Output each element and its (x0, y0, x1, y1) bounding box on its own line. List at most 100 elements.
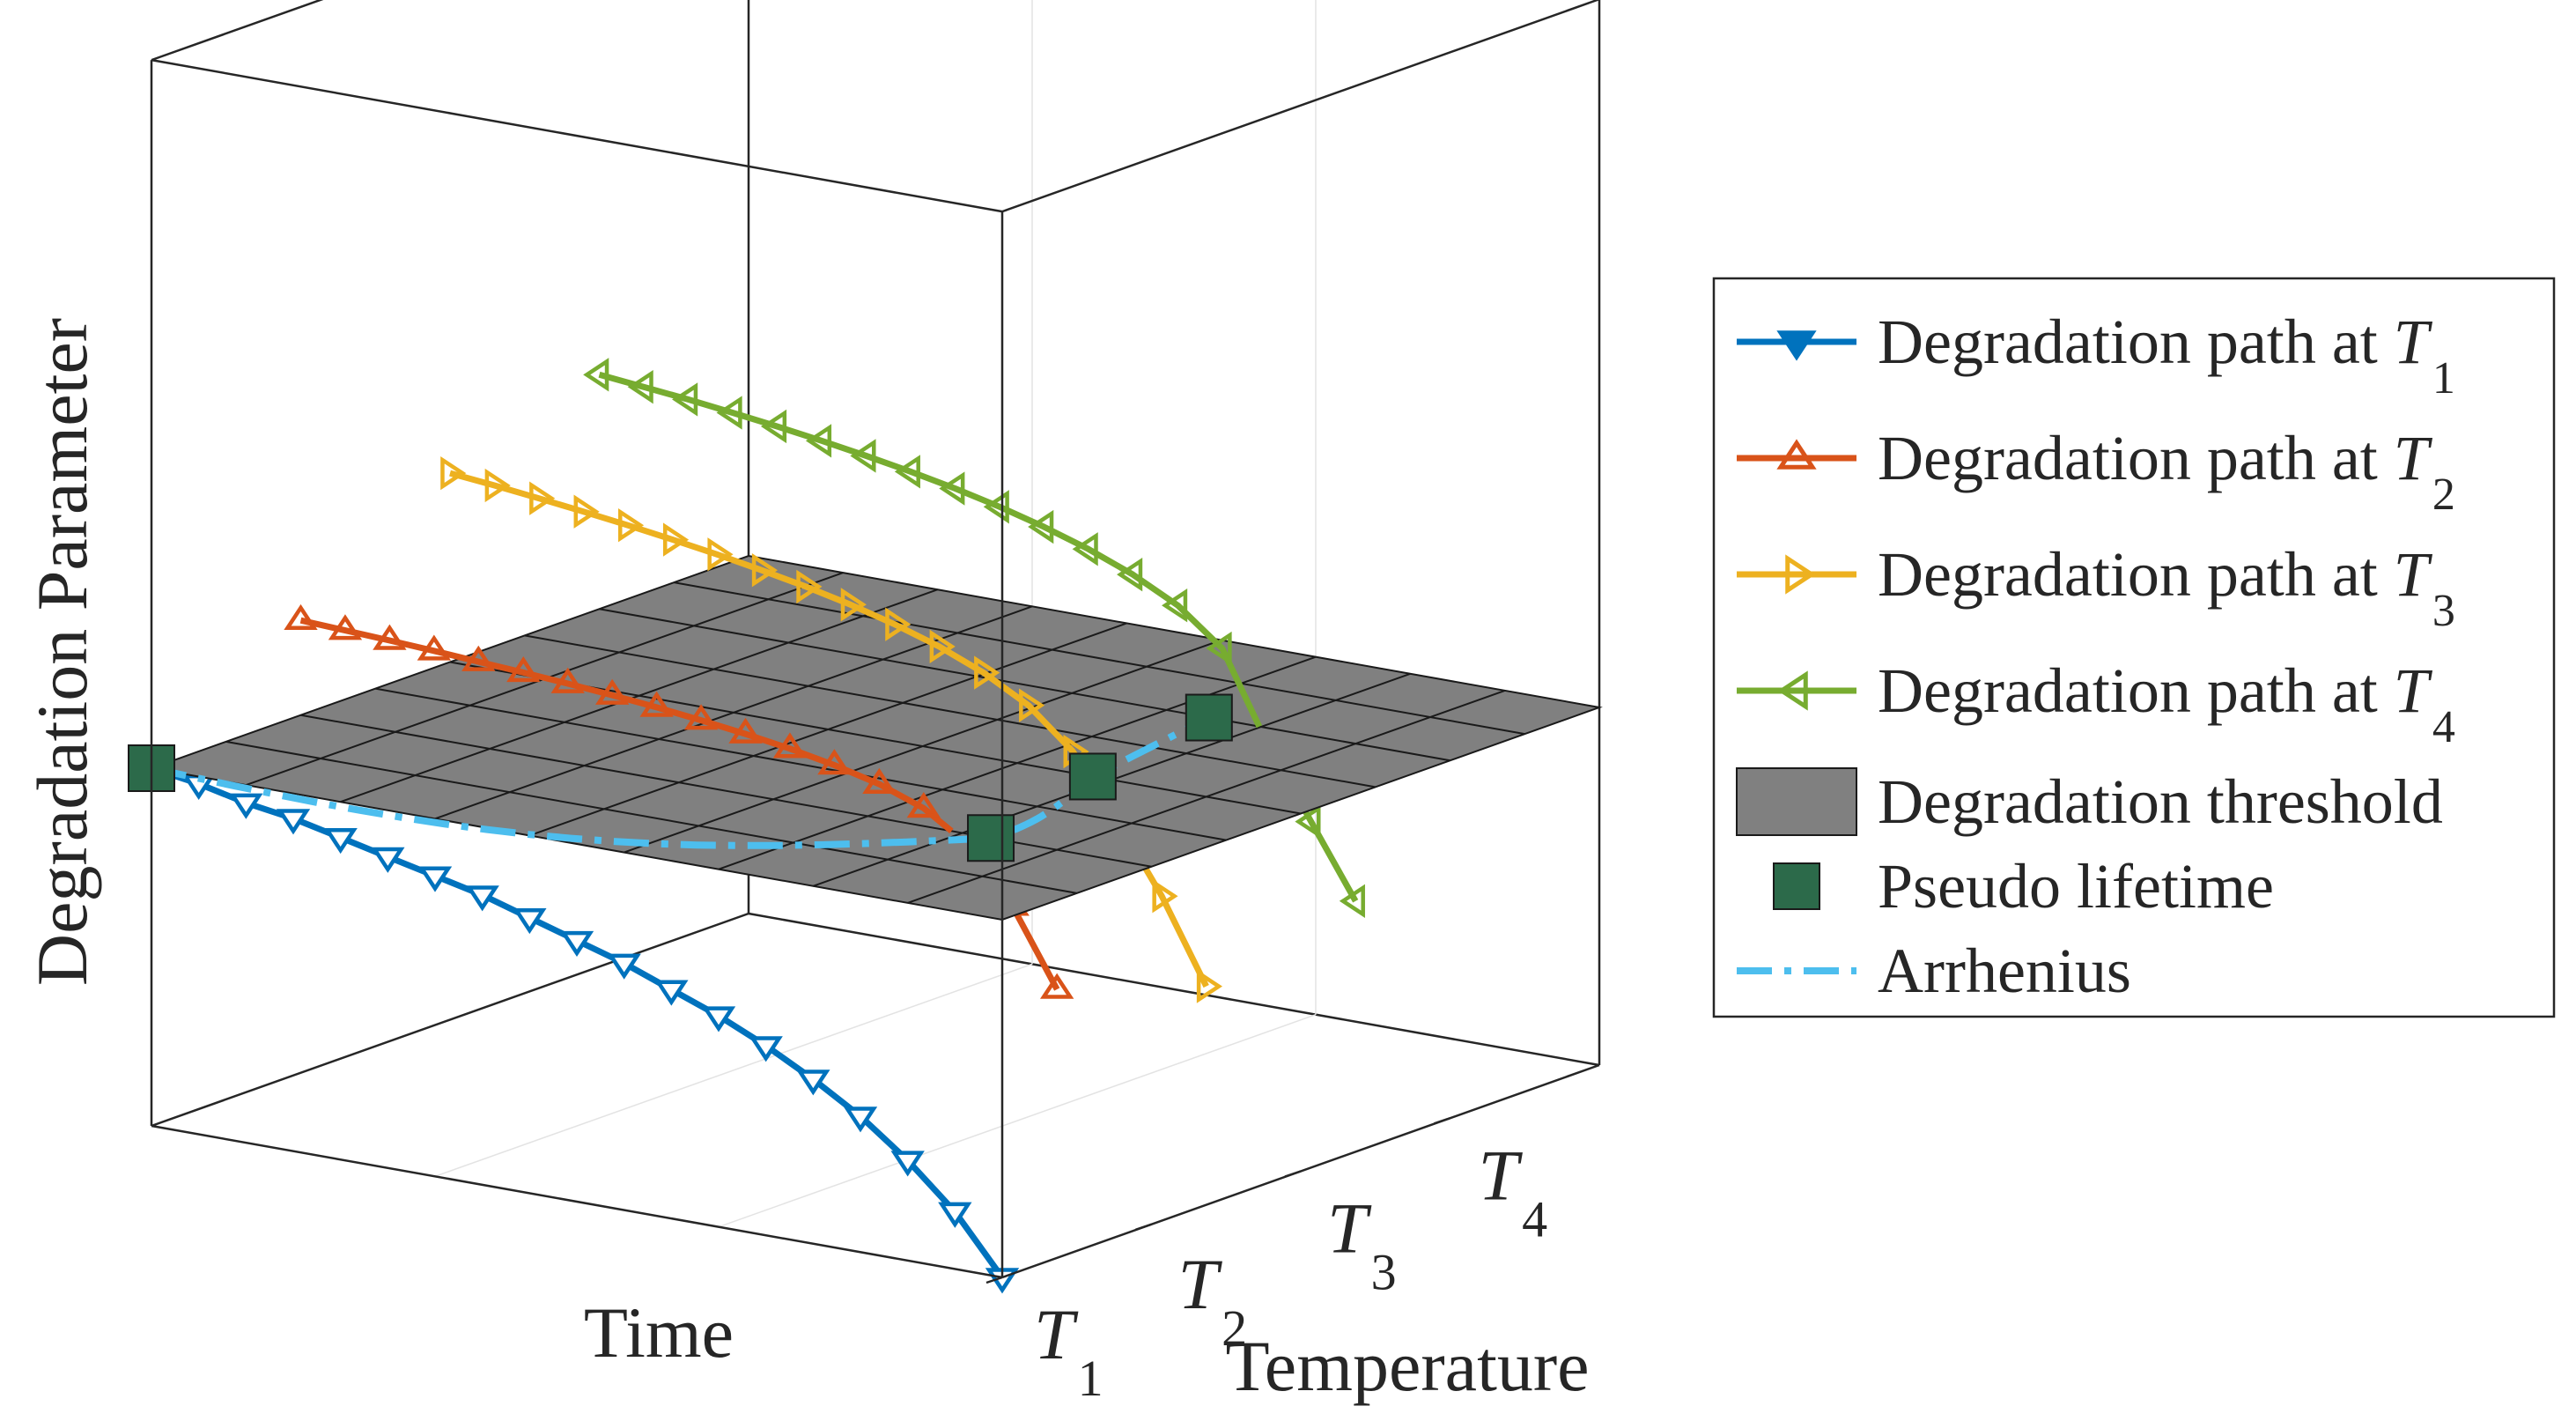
legend-marker-3 (1785, 554, 1816, 595)
series-1-point (323, 828, 358, 855)
series-4-point (1072, 532, 1098, 566)
legend-label-var: T (2394, 423, 2433, 493)
series-2-point (817, 749, 852, 775)
series-2-point (639, 691, 674, 717)
legend-label-var: T (2394, 655, 2433, 726)
series-line-2 (299, 617, 954, 834)
series-3-point (529, 481, 556, 515)
series-2-point (594, 678, 630, 705)
series-1-point (371, 847, 405, 873)
series-1-point (701, 1006, 736, 1032)
pseudo-lifetime-point (1068, 752, 1117, 801)
series-3-point (1196, 969, 1223, 1003)
series-2-point (373, 624, 407, 650)
threshold-mesh-line (375, 687, 1227, 841)
axes-box-back (151, 0, 1601, 1128)
series-1-point (749, 1036, 783, 1062)
series-3-point (974, 655, 1000, 690)
series-4-point (1339, 884, 1365, 918)
series-4-point (1028, 509, 1054, 544)
tick-mark (1135, 1223, 1152, 1231)
series-2-point (550, 667, 585, 693)
series-1-point (607, 953, 641, 980)
series-1-point (276, 809, 311, 835)
series-2-point (862, 767, 897, 794)
arrhenius-curve (151, 714, 1211, 849)
threshold-plane (148, 554, 1603, 921)
series-3-point (885, 607, 912, 641)
series-2-point (461, 645, 496, 671)
tick-mark (985, 1276, 1003, 1284)
tick-label-sub: 2 (1222, 1299, 1247, 1357)
box-edge (151, 58, 1003, 213)
series-3-point (573, 494, 600, 529)
axes-box-front (150, 0, 1600, 1279)
series-2-point (506, 656, 541, 683)
z-axis-label: Degradation Parameter (22, 318, 102, 986)
series-3-point (751, 553, 779, 588)
legend-threshold-swatch (1736, 767, 1857, 836)
tick-label-sub: 1 (1078, 1350, 1103, 1407)
series-2-point (772, 732, 808, 759)
box-edge (151, 1124, 1003, 1279)
legend-marker-2 (1776, 439, 1817, 470)
series-2-point (1039, 973, 1074, 999)
tick-label-t3: T3 (1327, 1188, 1397, 1301)
legend-label-sub: 2 (2432, 470, 2455, 520)
threshold-mesh-line (225, 740, 1077, 894)
tick-label-t1: T1 (1034, 1294, 1103, 1407)
series-line-3 (449, 470, 1092, 778)
threshold-mesh-line (674, 581, 1525, 736)
series-1-point (229, 793, 263, 819)
grid-line (718, 1013, 1317, 1228)
series-line-4 (598, 371, 1263, 729)
legend-label-threshold: Degradation threshold (1878, 766, 2443, 837)
tick-label-sub: 3 (1371, 1244, 1397, 1301)
box-edge (151, 0, 324, 62)
series-4-point (1162, 588, 1188, 623)
series-3-point (440, 455, 467, 491)
y-axis-label: Temperature (1225, 1326, 1589, 1406)
series-4-point (939, 471, 965, 506)
series-1-point (417, 866, 453, 892)
tick-mark (1284, 1170, 1302, 1178)
series-3-point (484, 468, 511, 503)
series-2-point (417, 634, 452, 661)
legend-pseudo-swatch (1773, 862, 1820, 910)
x-axis-label: Time (584, 1292, 734, 1373)
legend-label-arrhenius: Arrhenius (1878, 936, 2131, 1006)
legend-label-sub: 1 (2432, 353, 2455, 403)
series-4-point (1117, 557, 1143, 592)
series-above-threshold (128, 358, 1263, 862)
series-4-point (716, 396, 742, 430)
series-1-point (513, 908, 547, 935)
series-1-point (890, 1151, 925, 1177)
legend-box (1712, 277, 2556, 1018)
legend-label-sub: 3 (2432, 586, 2455, 636)
series-3-point (1152, 879, 1178, 914)
series-2-point (328, 614, 363, 640)
series-2-point (728, 717, 763, 744)
series-4-point (850, 439, 876, 473)
series-4-point (1206, 631, 1232, 666)
series-3-point (1019, 688, 1045, 722)
series-4-point (583, 358, 609, 392)
legend-label-pseudo: Pseudo lifetime (1878, 851, 2274, 921)
series-4-point (894, 455, 920, 489)
series-4-point (627, 370, 653, 404)
box-edge (748, 912, 1600, 1067)
series-3-point (840, 588, 867, 622)
threshold-mesh-line (524, 634, 1376, 788)
series-3-point (929, 629, 956, 664)
series-1-point (465, 885, 499, 912)
tick-label-sub: 4 (1522, 1190, 1547, 1247)
legend-label-var: T (2394, 539, 2433, 610)
series-4-point (672, 382, 698, 417)
series-2-point (906, 792, 941, 818)
series-4-point (1295, 804, 1321, 839)
series-3-point (617, 508, 645, 543)
pseudo-lifetime-point (967, 814, 1015, 862)
series-1-point (559, 930, 594, 957)
